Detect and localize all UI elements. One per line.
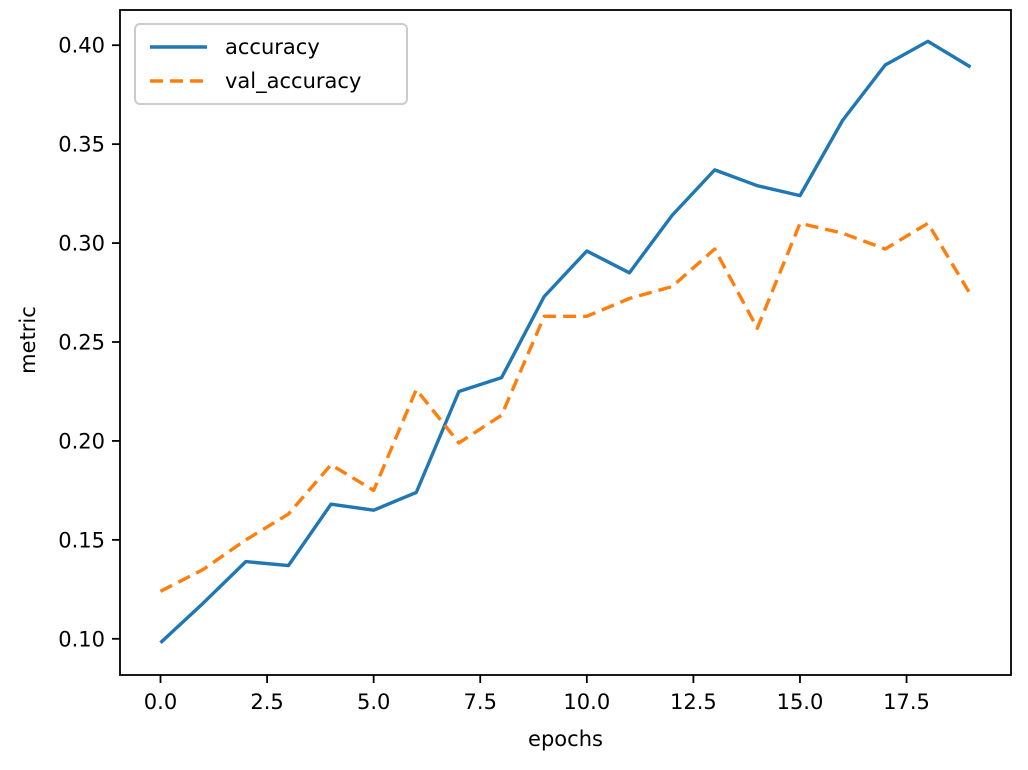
legend-item-accuracy: accuracy <box>146 34 396 59</box>
legend-label: val_accuracy <box>225 68 362 93</box>
plot-border <box>119 9 1012 676</box>
y-tick-label: 0.15 <box>58 528 105 552</box>
y-axis-label: metric <box>16 306 40 374</box>
y-tick-label: 0.35 <box>58 133 105 157</box>
legend: accuracy val_accuracy <box>134 23 408 105</box>
y-tick-label: 0.25 <box>58 331 105 355</box>
x-axis-label: epochs <box>528 727 603 751</box>
x-tick-label: 17.5 <box>883 690 930 714</box>
legend-label: accuracy <box>225 34 320 59</box>
y-tick-label: 0.40 <box>58 34 105 58</box>
series-line-accuracy <box>159 39 972 644</box>
y-tick-label: 0.30 <box>58 232 105 256</box>
series-line-val_accuracy <box>159 221 972 593</box>
y-tick-label: 0.20 <box>58 429 105 453</box>
x-tick-label: 10.0 <box>563 690 610 714</box>
x-tick-label: 7.5 <box>464 690 497 714</box>
legend-line-sample-solid-icon <box>150 45 207 49</box>
y-tick-label: 0.10 <box>58 627 105 651</box>
x-tick-label: 15.0 <box>777 690 824 714</box>
legend-line-sample-dashed-icon <box>150 79 207 83</box>
x-tick-label: 2.5 <box>250 690 283 714</box>
x-tick-label: 5.0 <box>357 690 390 714</box>
x-tick-label: 12.5 <box>670 690 717 714</box>
x-tick-label: 0.0 <box>144 690 177 714</box>
legend-item-val-accuracy: val_accuracy <box>146 68 396 93</box>
